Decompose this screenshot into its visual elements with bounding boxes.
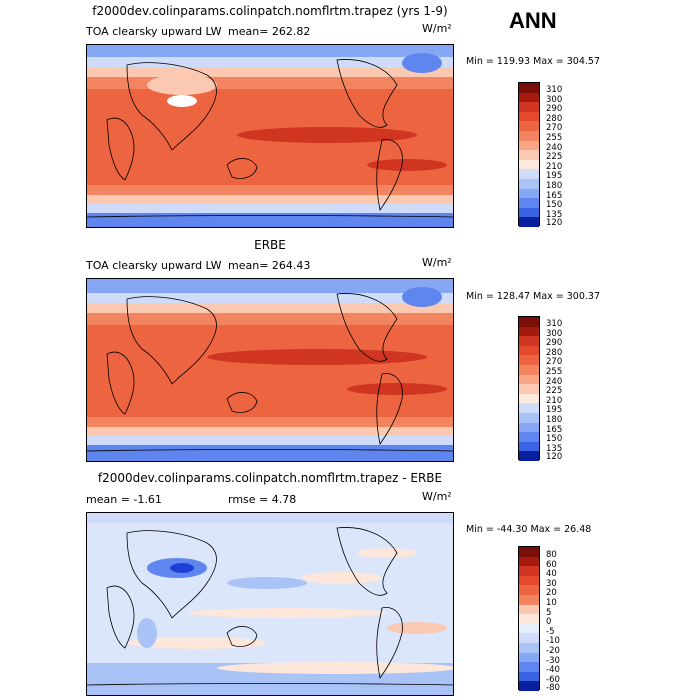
panel2-level-9: 195: [546, 405, 563, 415]
panel3-title: f2000dev.colinparams.colinpatch.nomflrtm…: [97, 471, 443, 485]
panel3-level-8: -5: [546, 627, 555, 637]
panel3-rmse: rmse = 4.78: [228, 493, 297, 506]
panel3-level-0: 80: [546, 550, 557, 560]
panel2-level-2: 290: [546, 338, 563, 348]
panel3-level-10: -20: [546, 646, 560, 656]
panel3-min-max: Min = -44.30 Max = 26.48: [466, 524, 592, 535]
panel1-colorbar: [518, 82, 540, 227]
panel2-min-max: Min = 128.47 Max = 300.37: [466, 291, 600, 302]
panel2-level-8: 210: [546, 396, 563, 406]
panel2-level-4: 270: [546, 357, 563, 367]
panel1-level-5: 255: [546, 133, 563, 143]
panel2-level-12: 150: [546, 434, 563, 444]
panel2-colorbar: [518, 316, 540, 461]
panel1-level-14: 120: [546, 218, 563, 228]
panel1-level-2: 290: [546, 104, 563, 114]
panel2-level-5: 255: [546, 367, 563, 377]
panel2-map: [86, 278, 454, 462]
panel1-level-4: 270: [546, 123, 563, 133]
panel2-level-7: 225: [546, 386, 563, 396]
panel1-min-max: Min = 119.93 Max = 304.57: [466, 56, 600, 67]
panel1-level-8: 210: [546, 162, 563, 172]
panel2-title: ERBE: [254, 238, 286, 252]
panel3-level-5: 10: [546, 598, 557, 608]
panel1-title: f2000dev.colinparams.colinpatch.nomflrtm…: [92, 4, 448, 18]
panel2-level-14: 120: [546, 452, 563, 462]
panel2-level-3: 280: [546, 348, 563, 358]
panel2-units: W/m²: [422, 256, 452, 269]
panel2-level-11: 165: [546, 425, 563, 435]
panel1-level-9: 195: [546, 171, 563, 181]
panel3-level-12: -40: [546, 665, 560, 675]
panel3-mean: mean = -1.61: [86, 493, 162, 506]
panel1-level-7: 225: [546, 152, 563, 162]
panel2-level-6: 240: [546, 377, 563, 387]
panel3-colorbar: [518, 546, 540, 691]
panel3-level-7: 0: [546, 617, 552, 627]
panel1-variable-label: TOA clearsky upward LW: [86, 25, 222, 38]
panel1-level-13: 135: [546, 210, 563, 220]
panel1-level-0: 310: [546, 85, 563, 95]
panel3-map: [86, 512, 454, 696]
panel3-level-13: -60: [546, 675, 560, 685]
panel3-level-14: -80: [546, 683, 560, 693]
panel1-map: [86, 44, 454, 228]
panel2-level-0: 310: [546, 319, 563, 329]
panel1-mean: mean= 262.82: [228, 25, 311, 38]
panel3-level-4: 20: [546, 588, 557, 598]
panel3-level-3: 30: [546, 579, 557, 589]
panel3-level-11: -30: [546, 656, 560, 666]
panel1-level-12: 150: [546, 200, 563, 210]
panel3-level-6: 5: [546, 608, 552, 618]
panel1-level-11: 165: [546, 191, 563, 201]
panel2-level-10: 180: [546, 415, 563, 425]
panel2-level-13: 135: [546, 444, 563, 454]
panel1-level-6: 240: [546, 143, 563, 153]
panel2-variable-label: TOA clearsky upward LW: [86, 259, 222, 272]
panel2-mean: mean= 264.43: [228, 259, 311, 272]
panel3-level-1: 60: [546, 560, 557, 570]
panel1-level-1: 300: [546, 95, 563, 105]
panel3-level-2: 40: [546, 569, 557, 579]
panel1-level-10: 180: [546, 181, 563, 191]
season-label: ANN: [509, 8, 557, 33]
panel1-level-3: 280: [546, 114, 563, 124]
panel2-level-1: 300: [546, 329, 563, 339]
panel3-level-9: -10: [546, 636, 560, 646]
panel1-units: W/m²: [422, 22, 452, 35]
panel3-units: W/m²: [422, 490, 452, 503]
